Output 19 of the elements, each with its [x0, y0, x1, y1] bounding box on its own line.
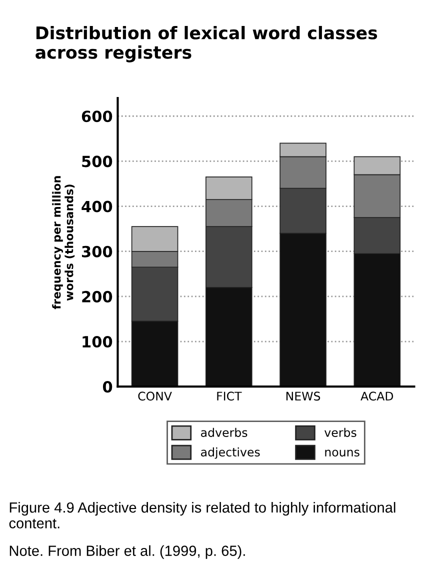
x-tick-label: NEWS [286, 392, 320, 401]
chart-title: Distribution of lexical word classes across registers [36, 26, 378, 62]
text: Note. From Biber et al. (1999, p. 65). [10, 545, 245, 559]
legend-label: verbs [324, 428, 356, 437]
legend-label: adverbs [201, 428, 248, 437]
caption: Figure 4.9 Adjective density is related to highly informational content. [9, 502, 396, 528]
y-axis-title: frequency per million words (thousands) [52, 176, 75, 310]
x-tick-label: FICT [217, 392, 242, 401]
x-tick-label: ACAD [360, 392, 394, 401]
y-tick-label: 600 [82, 110, 112, 122]
y-tick-label: 0 [102, 381, 112, 393]
y-tick-label: 500 [82, 156, 112, 168]
x-tick-label: CONV [138, 392, 172, 401]
legend-label: nouns [325, 450, 360, 457]
legend-label: adjectives [201, 447, 260, 459]
y-tick-label: 200 [82, 290, 112, 302]
y-tick-label: 300 [82, 246, 112, 258]
y-tick-label: 400 [82, 200, 112, 212]
y-tick-label: 100 [82, 336, 112, 348]
